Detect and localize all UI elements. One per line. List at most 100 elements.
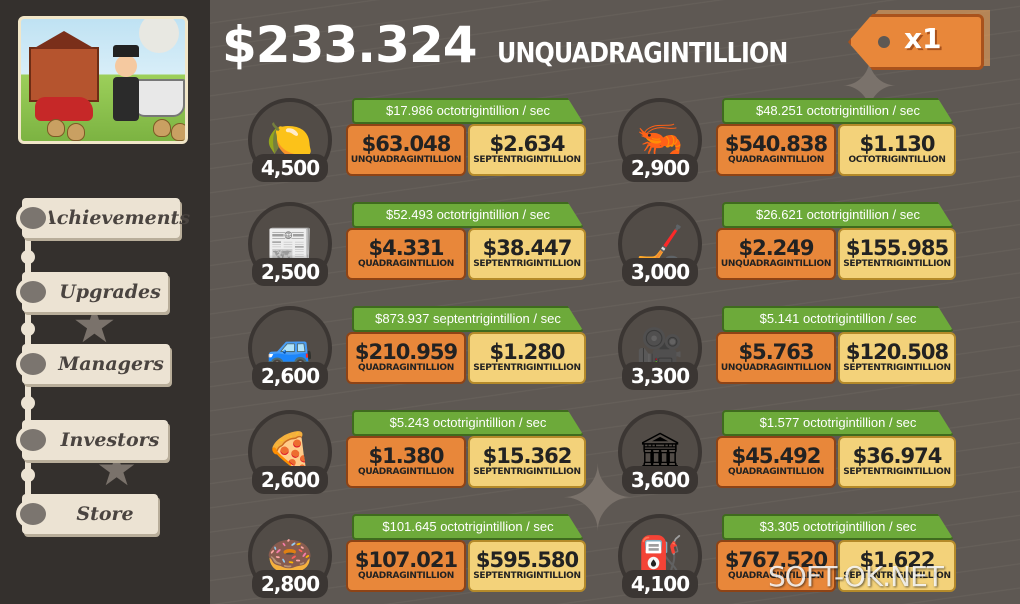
- buy-cost-unit: QUADRAGINTILLION: [358, 363, 454, 373]
- cycle-earnings-box: $36.974 SEPTENTRIGINTILLION: [838, 436, 956, 488]
- buy-cost-value: $63.048: [361, 132, 452, 156]
- buy-cost-unit: UNQUADRAGINTILLION: [350, 155, 462, 165]
- cycle-earnings-box: $120.508 SEPTENTRIGINTILLION: [838, 332, 956, 384]
- earnings-value: $1.130: [859, 132, 935, 156]
- buy-multiplier-button[interactable]: x1: [848, 8, 990, 76]
- owned-count: 4,100: [622, 570, 698, 598]
- business-row: 🍕 2,600 $5.243 octotrigintillion / sec $1.3…: [248, 410, 608, 500]
- money-bag-icon: [171, 123, 185, 141]
- business-row: 📰 2,500 $52.493 octotrigintillion / sec $4.…: [248, 202, 608, 292]
- owned-count: 2,500: [252, 258, 328, 286]
- income-rate-bar[interactable]: $3.305 octotrigintillion / sec: [722, 514, 954, 540]
- cycle-earnings-box: $38.447 SEPTENTRIGINTILLION: [468, 228, 586, 280]
- owned-count: 2,900: [622, 154, 698, 182]
- buy-cost-value: $45.492: [731, 444, 822, 468]
- nav-label: Store: [76, 503, 134, 525]
- earnings-unit: SEPTENTRIGINTILLION: [473, 571, 581, 581]
- business-row: ⛽ 4,100 $3.305 octotrigintillion / sec $767…: [618, 514, 978, 604]
- income-rate-bar[interactable]: $5.141 octotrigintillion / sec: [722, 306, 954, 332]
- buy-button[interactable]: $2.249 UNQUADRAGINTILLION: [716, 228, 836, 280]
- buy-button[interactable]: $5.763 UNQUADRAGINTILLION: [716, 332, 836, 384]
- nav-connector-dot: [21, 396, 35, 410]
- buy-cost-unit: UNQUADRAGINTILLION: [720, 259, 832, 269]
- earnings-unit: SEPTENTRIGINTILLION: [473, 363, 581, 373]
- cycle-earnings-box: $2.634 SEPTENTRIGINTILLION: [468, 124, 586, 176]
- money-bag-icon: [47, 119, 65, 137]
- cycle-earnings-box: $155.985 SEPTENTRIGINTILLION: [838, 228, 956, 280]
- owned-count: 4,500: [252, 154, 328, 182]
- nav-connector-dot: [21, 322, 35, 336]
- owned-count: 2,800: [252, 570, 328, 598]
- earnings-unit: SEPTENTRIGINTILLION: [843, 467, 951, 477]
- money-display: $233.324 UNQUADRAGINTILLION: [222, 16, 838, 76]
- buy-button[interactable]: $4.331 QUADRAGINTILLION: [346, 228, 466, 280]
- income-rate-bar[interactable]: $873.937 septentrigintillion / sec: [352, 306, 584, 332]
- buy-cost-unit: QUADRAGINTILLION: [728, 155, 824, 165]
- buy-button[interactable]: $107.021 QUADRAGINTILLION: [346, 540, 466, 592]
- tag-icon: [848, 14, 984, 70]
- buy-cost-value: $767.520: [724, 548, 828, 572]
- cycle-earnings-box: $1.130 OCTOTRIGINTILLION: [838, 124, 956, 176]
- business-row: 🍋 4,500 $17.986 octotrigintillion / sec $63…: [248, 98, 608, 188]
- buy-cost-unit: UNQUADRAGINTILLION: [720, 363, 832, 373]
- buy-button[interactable]: $45.492 QUADRAGINTILLION: [716, 436, 836, 488]
- earnings-value: $595.580: [475, 548, 579, 572]
- income-rate-bar[interactable]: $26.621 octotrigintillion / sec: [722, 202, 954, 228]
- earnings-value: $38.447: [482, 236, 573, 260]
- business-portrait[interactable]: [18, 16, 188, 144]
- buy-cost-unit: QUADRAGINTILLION: [358, 259, 454, 269]
- income-rate-bar[interactable]: $48.251 octotrigintillion / sec: [722, 98, 954, 124]
- earnings-unit: SEPTENTRIGINTILLION: [473, 467, 581, 477]
- achievements-button[interactable]: Achievements: [16, 198, 190, 238]
- nav-label: Investors: [60, 429, 160, 451]
- earnings-value: $120.508: [845, 340, 949, 364]
- owned-count: 3,600: [622, 466, 698, 494]
- mansion-icon: [29, 47, 99, 102]
- earnings-unit: SEPTENTRIGINTILLION: [473, 155, 581, 165]
- cycle-earnings-box: $15.362 SEPTENTRIGINTILLION: [468, 436, 586, 488]
- nav-label: Upgrades: [59, 281, 161, 303]
- money-unit: UNQUADRAGINTILLION: [496, 36, 788, 69]
- buy-cost-value: $2.249: [738, 236, 814, 260]
- earnings-value: $15.362: [482, 444, 573, 468]
- earnings-unit: SEPTENTRIGINTILLION: [843, 259, 951, 269]
- business-row: 🏒 3,000 $26.621 octotrigintillion / sec $2.…: [618, 202, 978, 292]
- tycoon-icon: [109, 45, 143, 121]
- income-rate-bar[interactable]: $101.645 octotrigintillion / sec: [352, 514, 584, 540]
- nav-knob-icon: [16, 349, 50, 379]
- tag-hole: [878, 36, 890, 48]
- cycle-earnings-box: $595.580 SEPTENTRIGINTILLION: [468, 540, 586, 592]
- buy-button[interactable]: $63.048 UNQUADRAGINTILLION: [346, 124, 466, 176]
- nav-label: Achievements: [41, 207, 191, 229]
- owned-count: 3,300: [622, 362, 698, 390]
- car-icon: [35, 97, 93, 121]
- buy-cost-value: $4.331: [368, 236, 444, 260]
- buy-cost-value: $210.959: [354, 340, 458, 364]
- business-row: 🍩 2,800 $101.645 octotrigintillion / sec $1…: [248, 514, 608, 604]
- buy-cost-value: $107.021: [354, 548, 458, 572]
- buy-button[interactable]: $540.838 QUADRAGINTILLION: [716, 124, 836, 176]
- buy-button[interactable]: $767.520 QUADRAGINTILLION: [716, 540, 836, 592]
- multiplier-label: x1: [904, 22, 942, 55]
- income-rate-bar[interactable]: $1.577 octotrigintillion / sec: [722, 410, 954, 436]
- nav-knob-icon: [16, 425, 50, 455]
- money-bag-icon: [67, 123, 85, 141]
- investors-button[interactable]: Investors: [16, 420, 168, 460]
- buy-cost-unit: QUADRAGINTILLION: [358, 571, 454, 581]
- owned-count: 2,600: [252, 466, 328, 494]
- store-button[interactable]: Store: [16, 494, 158, 534]
- money-bag-icon: [153, 119, 171, 137]
- income-rate-bar[interactable]: $52.493 octotrigintillion / sec: [352, 202, 584, 228]
- upgrades-button[interactable]: Upgrades: [16, 272, 168, 312]
- buy-cost-value: $540.838: [724, 132, 828, 156]
- owned-count: 3,000: [622, 258, 698, 286]
- nav-connector-dot: [21, 250, 35, 264]
- income-rate-bar[interactable]: $5.243 octotrigintillion / sec: [352, 410, 584, 436]
- managers-button[interactable]: Managers: [16, 344, 170, 384]
- earnings-value: $2.634: [489, 132, 565, 156]
- earnings-value: $155.985: [845, 236, 949, 260]
- income-rate-bar[interactable]: $17.986 octotrigintillion / sec: [352, 98, 584, 124]
- buy-button[interactable]: $210.959 QUADRAGINTILLION: [346, 332, 466, 384]
- buy-button[interactable]: $1.380 QUADRAGINTILLION: [346, 436, 466, 488]
- nav-knob-icon: [16, 499, 50, 529]
